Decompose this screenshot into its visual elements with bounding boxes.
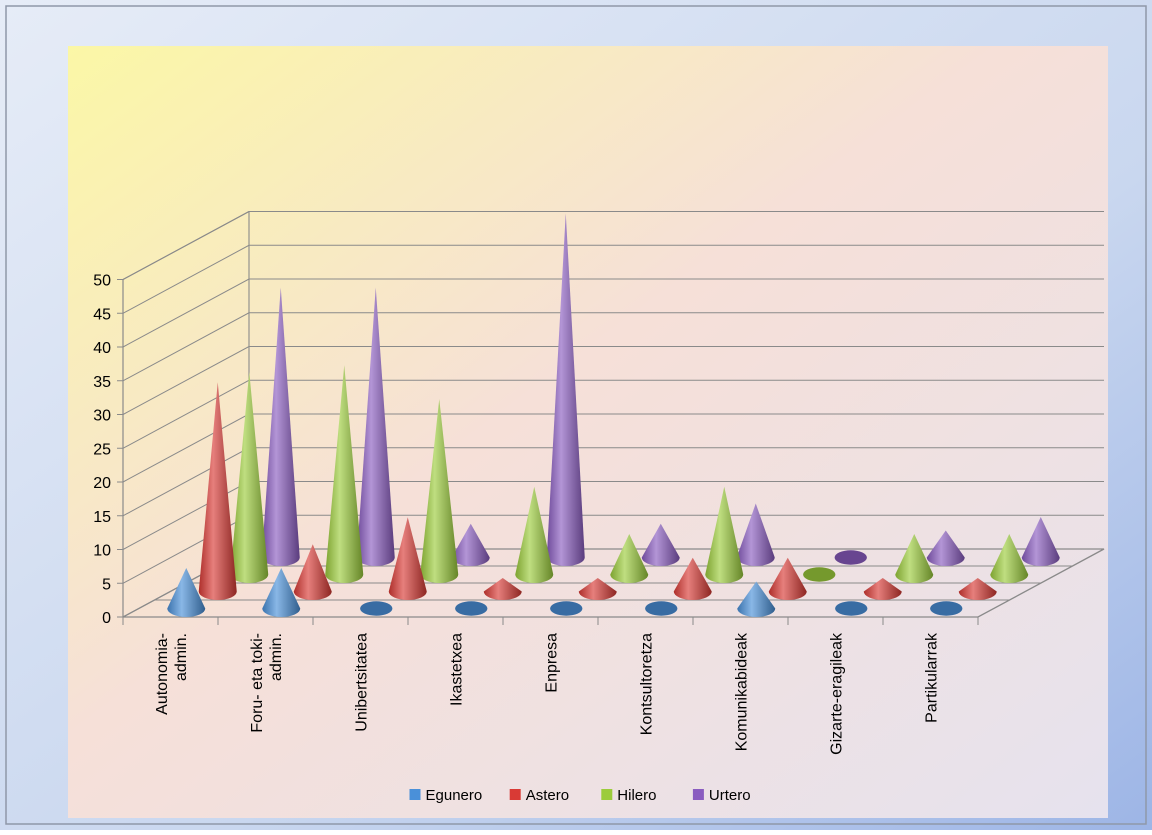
y-tick-label: 5 [102, 576, 111, 593]
x-axis: Autonomia-admin. Foru- eta toki-admin. Uni… [122, 617, 979, 755]
cone-urtero [451, 523, 490, 566]
cone-urtero [641, 523, 680, 566]
cone-astero [483, 578, 522, 600]
y-axis: 0 5 10 15 20 25 30 35 40 45 50 [93, 273, 123, 627]
gridline [122, 244, 1104, 314]
y-tick-label: 20 [93, 475, 111, 492]
legend-swatch [509, 789, 521, 800]
cone-hilero [705, 486, 744, 583]
x-tick-label: Komunikabideak [734, 632, 751, 751]
cone-empty-egunero [360, 601, 393, 616]
legend-label: Hilero [617, 787, 656, 804]
x-tick-label: Gizarte-eragileak [829, 632, 846, 755]
y-tick-label: 30 [93, 408, 111, 425]
legend-label: Astero [526, 787, 569, 804]
x-tick-label-line: admin. [173, 633, 190, 681]
legend-swatch [601, 789, 613, 800]
cone-urtero [736, 503, 775, 566]
y-tick-label: 35 [93, 374, 111, 391]
x-tick-label: Enpresa [544, 633, 561, 693]
cone-hilero [230, 372, 269, 583]
cone-astero [388, 517, 427, 600]
cone-urtero [261, 287, 300, 566]
x-tick-label-line: Gizarte-eragileak [829, 632, 846, 755]
y-tick-label: 40 [93, 340, 111, 357]
cone-empty-urtero [834, 550, 867, 565]
legend-swatch [692, 789, 704, 800]
x-tick-label-line: Autonomia- [154, 633, 171, 715]
y-tick-label: 25 [93, 441, 111, 458]
cone-series [167, 213, 1060, 617]
x-tick-label: Autonomia-admin. [154, 633, 190, 715]
cone-urtero [926, 530, 965, 566]
gridline [122, 346, 1104, 415]
x-tick-label-line: Unibertsitatea [354, 633, 371, 732]
cone-egunero [262, 568, 301, 617]
cone-astero [198, 382, 237, 600]
cone-empty-egunero [455, 601, 488, 616]
legend-label: Urtero [709, 787, 751, 804]
x-tick-label-line: admin. [268, 633, 285, 681]
cone-empty-hilero [803, 567, 836, 582]
cone-astero [768, 557, 807, 600]
cone-astero [578, 578, 617, 600]
cone-urtero [546, 213, 585, 566]
x-tick-label-line: Ikastetxea [449, 633, 466, 706]
cone-hilero [420, 399, 459, 583]
cone-astero [863, 578, 902, 600]
cone-hilero [515, 486, 554, 583]
legend-label: Egunero [426, 787, 483, 804]
cone-hilero [990, 534, 1029, 583]
x-tick-label-line: Foru- eta toki- [249, 633, 266, 733]
x-tick-label: Partikularrak [924, 632, 941, 723]
outer-border [5, 5, 1147, 825]
cone-urtero [1021, 517, 1060, 566]
cone-egunero [167, 568, 206, 617]
cone-urtero [356, 287, 395, 566]
cone-empty-egunero [645, 601, 678, 616]
y-tick-label: 15 [93, 509, 111, 526]
y-tick-label: 50 [93, 273, 111, 290]
legend: Egunero Astero Hilero Urtero [409, 787, 751, 804]
x-tick-label: Kontsultoretza [639, 633, 656, 735]
cone-empty-egunero [835, 601, 868, 616]
y-tick-label: 0 [102, 610, 111, 627]
y-tick-label: 10 [93, 543, 111, 560]
x-tick-label: Foru- eta toki-admin. [249, 633, 285, 733]
y-tick-label: 45 [93, 306, 111, 323]
x-tick-label: Ikastetxea [449, 633, 466, 706]
cone-empty-egunero [550, 601, 583, 616]
gridline [122, 211, 1104, 280]
gridline [122, 278, 1104, 348]
cone-hilero [895, 534, 934, 583]
x-tick-label: Unibertsitatea [354, 633, 371, 732]
cone-astero [673, 557, 712, 600]
cone-astero [958, 578, 997, 600]
x-tick-label-line: Partikularrak [924, 632, 941, 723]
plot-area [68, 46, 1108, 818]
cone-empty-egunero [930, 601, 963, 616]
cone-astero [293, 544, 332, 600]
cone-hilero [610, 534, 649, 583]
x-tick-label-line: Komunikabideak [734, 632, 751, 751]
x-tick-label-line: Enpresa [544, 633, 561, 693]
cone-hilero [325, 365, 364, 583]
cone-egunero [737, 581, 776, 617]
gridline [122, 312, 1104, 382]
legend-swatch [409, 789, 421, 800]
x-tick-label-line: Kontsultoretza [639, 633, 656, 735]
